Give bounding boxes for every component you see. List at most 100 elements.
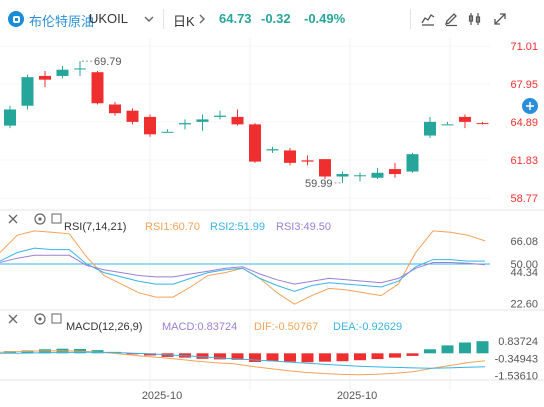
candle-body [266, 149, 279, 151]
macd-bar [214, 353, 226, 360]
candle-body [144, 116, 156, 135]
settings-icon-dot [38, 317, 42, 321]
chevron-down-icon[interactable] [144, 14, 154, 24]
candle-body [389, 169, 401, 175]
period-selector[interactable]: 日K [173, 14, 195, 29]
toolbar-divider [163, 9, 164, 29]
rsi-lines [0, 230, 490, 305]
macd-bar [459, 342, 471, 354]
collapse-icon-path [8, 314, 18, 324]
high-price-label: 69.79 [94, 56, 122, 68]
collapse-icon-path [8, 214, 18, 224]
draw-tool-icon[interactable] [443, 11, 459, 27]
price-tick-label: 58.77 [510, 193, 538, 205]
macd-bar [301, 353, 314, 363]
quote-toolbar: 布伦特原油 UKOIL 日K 64.73 -0.32 -0.49% [0, 0, 544, 38]
rsi-tick-label: 22.60 [510, 298, 538, 310]
candle-body [214, 115, 226, 117]
candle-body [459, 116, 471, 122]
macd-bar [336, 353, 349, 362]
settings-icon [34, 213, 46, 225]
symbol-selector[interactable]: UKOIL [89, 11, 129, 26]
macd-bar [266, 353, 279, 362]
indicator-settings-icon[interactable] [467, 11, 483, 27]
candle-body [336, 174, 349, 177]
candle-body [91, 72, 104, 104]
macd-bar [476, 341, 489, 354]
price-change: -0.32 [261, 11, 291, 26]
time-axis: 2025-10 2025-10 [142, 390, 377, 402]
candle-body [406, 154, 419, 172]
time-tick-label: 2025-10 [337, 390, 377, 402]
collapse-icon [8, 214, 18, 224]
candle-body [301, 160, 314, 162]
macd-axis: 0.83724 -0.34943 -1.53610 [495, 336, 538, 382]
toolbar-divider [410, 9, 411, 29]
rsi1-line [0, 230, 486, 305]
candle-body [196, 119, 209, 122]
rsi-label: RSI(7,14,21) [64, 221, 126, 233]
collapse-icon [8, 314, 18, 324]
low-price-label: 59.99 [305, 178, 333, 190]
candle-body [74, 68, 86, 70]
candle-body [424, 121, 436, 136]
candle-body [371, 172, 384, 178]
candle-body [354, 175, 366, 177]
time-tick-label: 2025-10 [142, 390, 182, 402]
macd-tick-label: -0.34943 [495, 353, 538, 365]
candle-body [21, 77, 34, 106]
kline-chart[interactable]: 71.01 67.95 64.89 61.83 58.77 69.79 59.99 RSI… [0, 38, 544, 407]
period-chevron-icon[interactable] [198, 14, 208, 24]
rsi-toggle-icon [51, 213, 62, 224]
instrument-name[interactable]: 布伦特原油 [29, 14, 95, 29]
price-annotations: 69.79 59.99 [82, 56, 341, 190]
macd-tick-label: 0.83724 [498, 336, 538, 348]
macd-label: MACD(12,26,9) [66, 321, 142, 333]
macd-bar [406, 353, 419, 356]
macd-bar [284, 353, 296, 362]
macd-dif-line [0, 350, 486, 376]
settings-icon [34, 313, 46, 325]
candle-body [39, 75, 51, 80]
price-tick-label: 64.89 [510, 117, 538, 129]
chart-type-icon[interactable] [420, 11, 436, 27]
rsi-pane: RSI(7,14,21) RSI1:60.70 RSI2:51.99 RSI3:… [0, 213, 538, 311]
rsi-tick-label: 50.00 [510, 259, 538, 271]
rsi1-value: RSI1:60.70 [145, 221, 200, 233]
last-price: 64.73 [219, 11, 252, 26]
candlestick-series [4, 61, 489, 183]
macd-lines [0, 350, 486, 376]
rsi3-line [0, 254, 486, 285]
rsi-tick-label: 66.08 [510, 236, 538, 248]
macd-bar [126, 353, 139, 355]
macd-value: MACD:0.83724 [162, 321, 237, 333]
zoom-badge-plus [526, 102, 534, 110]
price-change-percent: -0.49% [304, 11, 346, 26]
macd-bar [21, 350, 34, 354]
settings-icon-ring [34, 213, 46, 225]
rsi-header: RSI(7,14,21) RSI1:60.70 RSI2:51.99 RSI3:… [8, 213, 331, 233]
macd-bar [354, 353, 366, 361]
macd-bar [424, 349, 436, 354]
candle-body [231, 116, 244, 125]
macd-dea-line [0, 351, 486, 369]
macd-bar [389, 353, 401, 358]
macd-bar [196, 353, 209, 359]
candle-body [319, 159, 331, 177]
macd-bar [319, 353, 331, 362]
instrument-logo-icon [8, 11, 24, 27]
fullscreen-icon[interactable] [492, 11, 508, 27]
settings-icon-ring [34, 313, 46, 325]
macd-bar [441, 345, 454, 354]
candle-body [476, 123, 489, 125]
candle-body [179, 123, 191, 125]
macd-bar [231, 353, 244, 360]
settings-icon-dot [38, 217, 42, 221]
candle-body [441, 124, 454, 126]
macd-header: MACD(12,26,9) MACD:0.83724 DIF:-0.50767 … [8, 313, 402, 333]
macd-bar [371, 353, 384, 360]
candle-body [161, 131, 174, 133]
macd-toggle-icon [51, 313, 62, 324]
macd-bar [249, 353, 261, 362]
